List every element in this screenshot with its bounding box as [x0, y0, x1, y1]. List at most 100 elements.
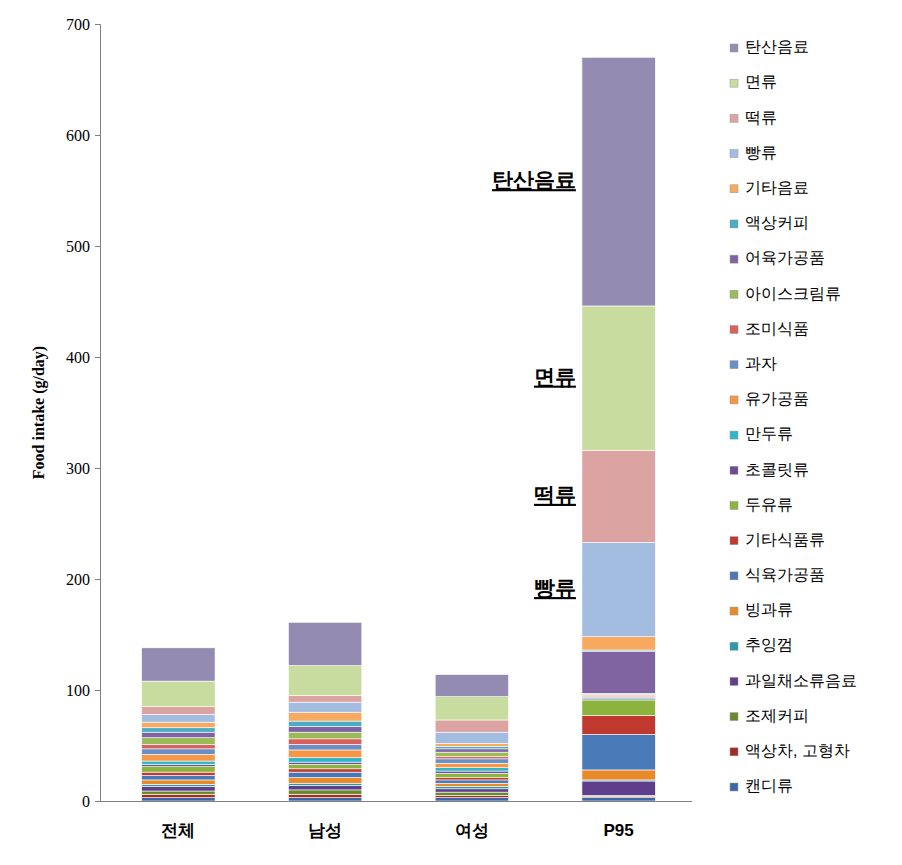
bar-segment [435, 795, 508, 797]
bar-segment [142, 707, 215, 715]
tick: 남성 [308, 801, 342, 840]
category-label: P95 [604, 821, 634, 840]
bar-segment [142, 764, 215, 766]
bar-segment [435, 747, 508, 749]
bar-segment [288, 798, 361, 801]
bar-segment [435, 759, 508, 763]
bar-segment [288, 794, 361, 797]
bar-segment [142, 722, 215, 728]
bar-segment [288, 772, 361, 778]
bars [142, 57, 656, 801]
y-axis: 0100200300400500600700 [66, 16, 101, 810]
legend-item: 만두류 [730, 425, 793, 442]
legend-item: 떡류 [730, 109, 777, 126]
legend-item: 유가공품 [730, 390, 809, 407]
series [142, 450, 656, 732]
bar-segment [288, 750, 361, 758]
bar-segment [435, 789, 508, 792]
category-label: 전체 [161, 821, 195, 840]
series [142, 790, 656, 797]
legend-swatch [730, 361, 738, 369]
legend-swatch [730, 255, 738, 263]
series [142, 694, 656, 758]
legend-label: 면류 [745, 73, 777, 90]
legend-item: 면류 [730, 73, 777, 90]
tick: 100 [66, 682, 100, 699]
legend-label: 과자 [745, 355, 777, 372]
legend-label: 캔디류 [745, 777, 793, 794]
chart: 0100200300400500600700전체남성여성P95Food inta… [0, 0, 902, 865]
tick-label: 500 [66, 238, 90, 255]
legend-swatch [730, 572, 738, 580]
series [142, 57, 656, 696]
bar-segment [582, 716, 655, 735]
tick-mark [95, 801, 100, 802]
bar-segment [582, 700, 655, 716]
annotation: 빵류 [534, 576, 576, 599]
bar-segment [142, 749, 215, 755]
bar-segment [288, 790, 361, 794]
tick-mark [95, 246, 100, 247]
series [142, 716, 656, 780]
bar-segment [288, 666, 361, 696]
bar-segment [288, 721, 361, 727]
legend-swatch [730, 44, 738, 52]
tick: 300 [66, 460, 100, 477]
bar-segment [582, 450, 655, 542]
legend-item: 과자 [730, 355, 777, 372]
bar-segment [435, 768, 508, 771]
legend-label: 식육가공품 [745, 566, 825, 583]
bar-segment [142, 791, 215, 794]
series [142, 693, 656, 756]
bar-segment [142, 732, 215, 738]
bar-segment [582, 734, 655, 770]
legend-label: 초콜릿류 [745, 461, 809, 478]
bar-segment [582, 57, 655, 306]
legend-label: 만두류 [745, 425, 793, 442]
legend-item: 두유류 [730, 496, 793, 513]
bar-segment [142, 767, 215, 773]
tick: P95 [604, 801, 634, 840]
tick-mark [95, 357, 100, 358]
series [142, 770, 656, 787]
legend-label: 탄산음료 [745, 38, 809, 55]
series [142, 700, 656, 778]
legend-label: 조미식품 [745, 320, 809, 337]
legend-swatch [730, 677, 738, 685]
bar-segment [288, 785, 361, 789]
series [142, 697, 656, 768]
legend-swatch [730, 431, 738, 439]
bar-segment [142, 754, 215, 761]
bar-segment [142, 780, 215, 784]
tick-label: 100 [66, 682, 90, 699]
bar-segment [582, 770, 655, 780]
legend-item: 액상차, 고형차 [730, 742, 850, 759]
bar-segment [142, 798, 215, 801]
bar-segment [435, 778, 508, 780]
legend-label: 빙과류 [745, 601, 793, 618]
tick: 500 [66, 238, 100, 255]
tick-label: 600 [66, 127, 90, 144]
bar-segment [582, 781, 655, 795]
bar-segment [435, 783, 508, 786]
bar-segment [435, 773, 508, 777]
tick: 전체 [161, 801, 195, 840]
legend-swatch [730, 748, 738, 756]
series [142, 794, 656, 797]
legend-label: 과일채소류음료 [745, 672, 857, 689]
tick: 200 [66, 571, 100, 588]
legend-swatch [730, 79, 738, 87]
annotation: 떡류 [534, 483, 576, 506]
bar-segment [142, 794, 215, 797]
legend-swatch [730, 290, 738, 298]
series [142, 650, 656, 749]
legend-item: 기타음료 [730, 179, 809, 196]
bar-segment [288, 727, 361, 733]
legend-item: 아이스크림류 [730, 285, 841, 302]
bar-segment [288, 762, 361, 764]
legend-item: 액상커피 [730, 214, 809, 231]
legend-label: 두유류 [745, 496, 793, 513]
legend-label: 유가공품 [745, 390, 809, 407]
bar-segment [435, 697, 508, 720]
legend-swatch [730, 537, 738, 545]
